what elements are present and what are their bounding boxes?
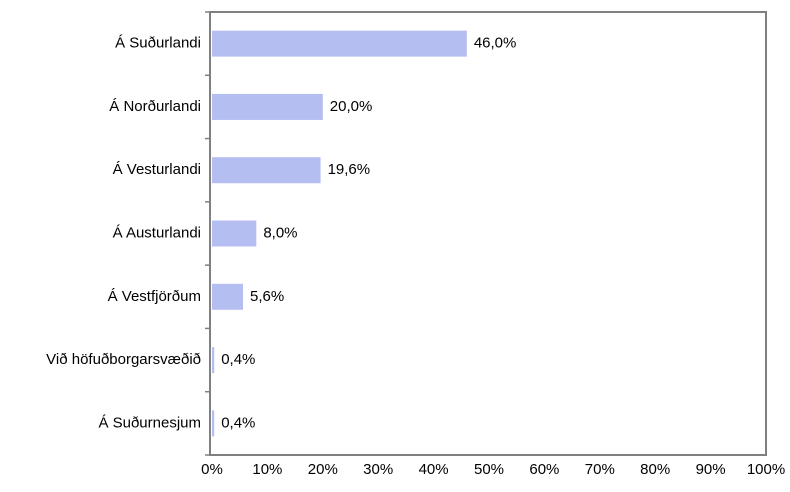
data-label: 46,0%: [474, 35, 517, 52]
x-tick-label: 40%: [419, 461, 449, 478]
bar: [212, 283, 244, 310]
x-tick-label: 20%: [308, 461, 338, 478]
x-tick-label: 60%: [529, 461, 559, 478]
data-label: 20,0%: [330, 98, 373, 115]
x-tick-label: 70%: [585, 461, 615, 478]
bar: [212, 410, 215, 437]
x-tick-label: 10%: [252, 461, 282, 478]
plot-frame: [209, 11, 767, 456]
bar: [212, 30, 467, 57]
y-tick-label: Á Suðurlandi: [115, 35, 201, 52]
y-tick-label: Á Vestfjörðum: [108, 288, 201, 305]
bar: [212, 157, 321, 184]
bar: [212, 93, 323, 120]
x-tick-label: 90%: [696, 461, 726, 478]
data-label: 19,6%: [328, 161, 371, 178]
y-tick-label: Á Vesturlandi: [113, 161, 201, 178]
bar: [212, 220, 257, 247]
bar: [212, 347, 215, 374]
data-label: 0,4%: [221, 351, 255, 368]
y-tick-label: Við höfuðborgarsvæðið: [46, 351, 201, 368]
x-tick-label: 100%: [747, 461, 785, 478]
data-label: 0,4%: [221, 414, 255, 431]
x-tick-label: 30%: [363, 461, 393, 478]
y-tick-label: Á Suðurnesjum: [98, 414, 201, 431]
y-tick-label: Á Austurlandi: [113, 224, 201, 241]
x-tick-label: 80%: [640, 461, 670, 478]
x-tick-label: 0%: [201, 461, 223, 478]
x-tick-label: 50%: [474, 461, 504, 478]
data-label: 8,0%: [263, 224, 297, 241]
data-label: 5,6%: [250, 288, 284, 305]
y-tick-label: Á Norðurlandi: [109, 98, 201, 115]
